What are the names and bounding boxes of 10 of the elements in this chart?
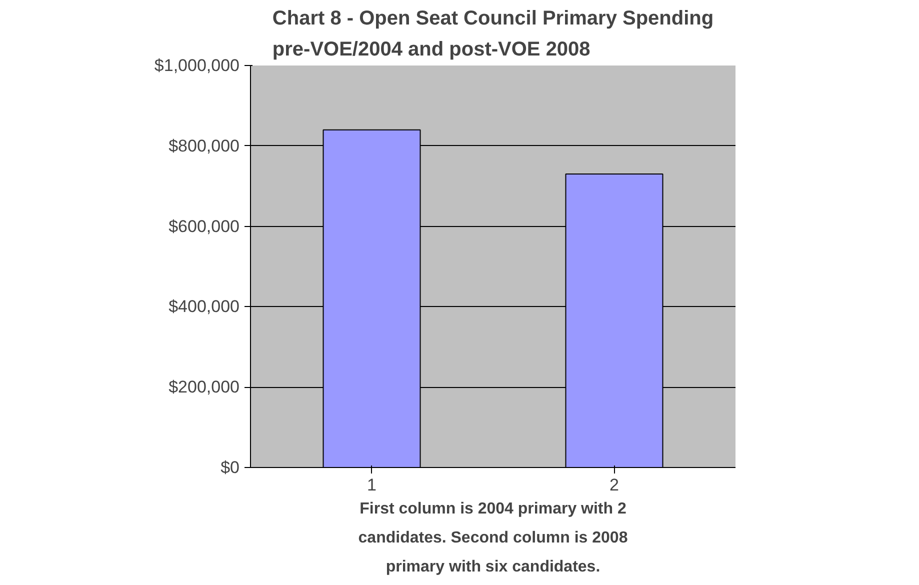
x-tick-label: 2: [610, 476, 619, 494]
x-tick-label: 1: [367, 476, 376, 494]
text: First column is 2004 primary with 2 candidates. Second column is 2008 primary with six candidates.: [358, 500, 628, 576]
y-tick-label: $600,000: [168, 216, 240, 236]
y-tick-label: $400,000: [168, 297, 240, 316]
y-tick-label: $200,000: [168, 378, 240, 397]
y-tick-label: $800,000: [168, 136, 240, 156]
y-tick-label: $1,000,000: [154, 56, 240, 75]
chart-title: Chart 8 - Open Seat Council Primary Spending pre-VOE/2004 and post-VOE 2008: [272, 8, 714, 60]
y-tick-label: $0: [220, 458, 240, 477]
